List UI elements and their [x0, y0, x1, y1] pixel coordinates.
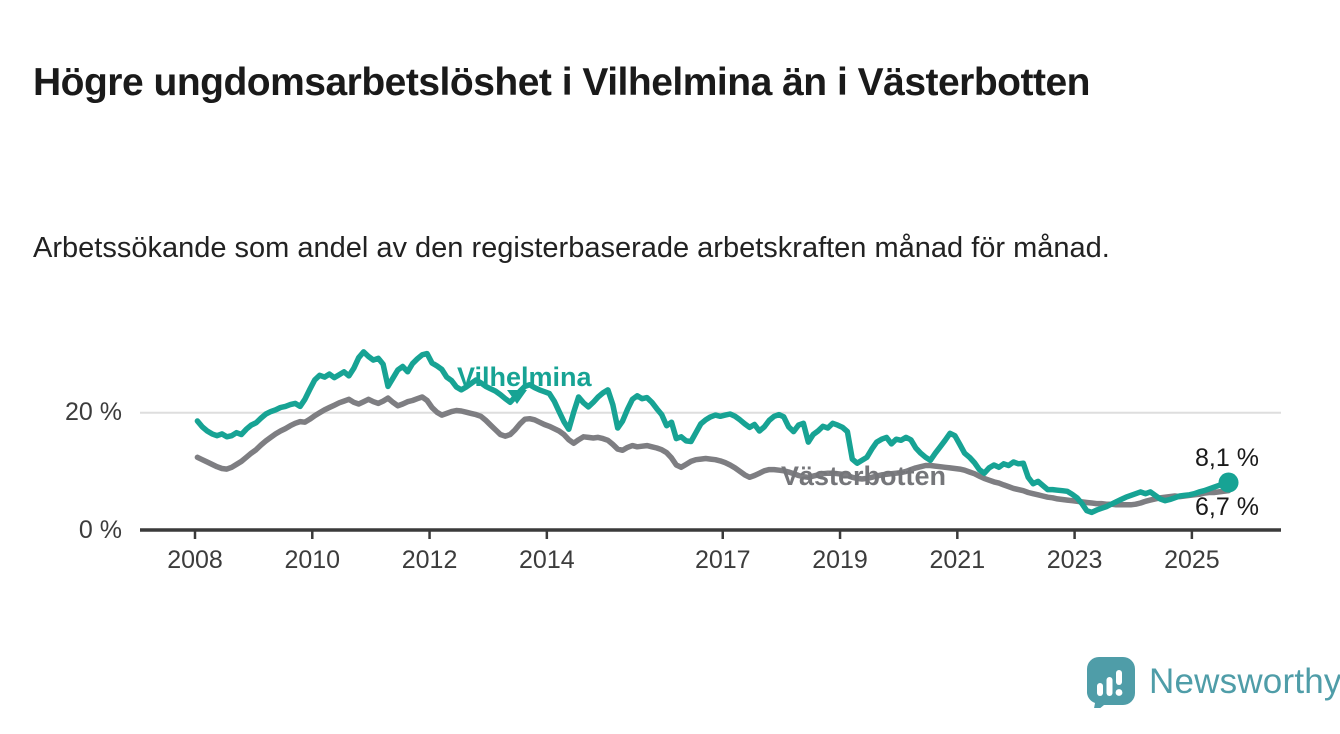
bar-chart-speech-bubble-icon — [1087, 657, 1135, 708]
x-axis-tick-label-2023: 2023 — [1046, 546, 1103, 574]
series-label-vasterbotten: Västerbotten — [781, 461, 947, 491]
series-line-västerbotten — [194, 394, 1232, 508]
x-axis-tick-label-2025: 2025 — [1164, 546, 1220, 574]
end-value-label-vasterbotten: 6,7 % — [1195, 493, 1259, 521]
y-axis-tick-label-0: 0 % — [78, 516, 122, 544]
x-axis-tick-label-2017: 2017 — [694, 546, 751, 574]
x-axis-tick-label-2014: 2014 — [519, 546, 575, 574]
x-axis-tick-label-2010: 2010 — [284, 546, 341, 574]
y-axis-tick-label-20: 20 % — [65, 398, 122, 426]
end-value-label-vilhelmina: 8,1 % — [1195, 444, 1259, 472]
series-label-vilhelmina: Vilhelmina — [457, 362, 592, 392]
series-line-vilhelmina — [194, 349, 1232, 516]
series-end-dot-vilhelmina — [1218, 472, 1239, 493]
x-axis-tick-label-2012: 2012 — [401, 546, 458, 574]
page-title: Högre ungdomsarbetslöshet i Vilhelmina ä… — [33, 61, 1091, 105]
arrow-down-icon — [507, 390, 527, 404]
x-axis-tick-label-2019: 2019 — [812, 546, 868, 574]
x-axis-tick-label-2008: 2008 — [167, 546, 223, 574]
x-axis-tick-label-2021: 2021 — [929, 546, 986, 574]
newsworthy-logo: Newsworthy — [1086, 656, 1340, 708]
chart-subtitle: Arbetssökande som andel av den registerb… — [33, 232, 1110, 264]
logo-text: Newsworthy — [1149, 662, 1340, 701]
